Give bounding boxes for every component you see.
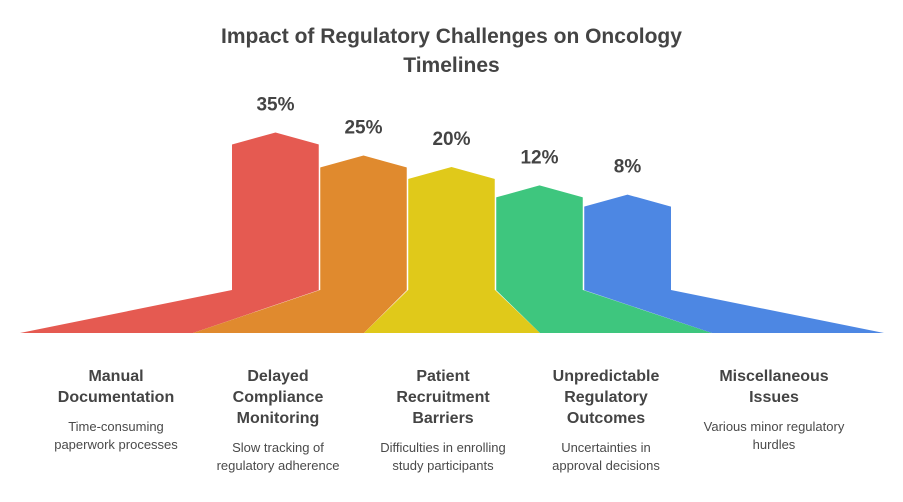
category-title-line: Recruitment xyxy=(396,389,490,406)
value-label-manual-documentation: 35% xyxy=(256,95,294,116)
category-title-line: Barriers xyxy=(412,410,474,427)
category-title-line: Documentation xyxy=(57,389,175,406)
category-title: Delayed Compliance Monitoring xyxy=(198,366,358,429)
category-title: Unpredictable Regulatory Outcomes xyxy=(526,366,686,429)
category-title: Patient Recruitment Barriers xyxy=(363,366,523,429)
category-title: Miscellaneous Issues xyxy=(694,366,854,408)
value-label-patient-recruitment-barriers: 20% xyxy=(432,129,470,150)
category-title-line: Monitoring xyxy=(236,410,320,427)
chart-title: Impact of Regulatory Challenges on Oncol… xyxy=(0,22,903,80)
floor-segment-unpredictable-regulatory-outcomes xyxy=(496,290,712,333)
category-title-line: Compliance xyxy=(232,389,324,406)
category-title-line: Issues xyxy=(749,389,799,406)
category-description: Slow tracking of regulatory adherence xyxy=(198,439,358,475)
category-title-line: Outcomes xyxy=(566,410,646,427)
category-title-line: Patient xyxy=(416,368,470,385)
category-title-line: Manual xyxy=(88,368,144,385)
category-title-line: Unpredictable xyxy=(552,368,660,385)
category-description: Difficulties in enrolling study particip… xyxy=(363,439,523,475)
bar-miscellaneous-issues xyxy=(584,194,671,290)
category-label-delayed-compliance-monitoring: Delayed Compliance Monitoring Slow track… xyxy=(198,366,358,475)
category-description-line: Time-consuming xyxy=(68,419,164,434)
category-description-line: paperwork processes xyxy=(54,437,178,452)
category-title-line: Regulatory xyxy=(564,389,648,406)
category-title-line: Miscellaneous xyxy=(719,368,829,385)
category-description-line: Various minor regulatory xyxy=(703,419,845,434)
category-title: Manual Documentation xyxy=(36,366,196,408)
category-description: Time-consuming paperwork processes xyxy=(36,418,196,454)
category-description-line: Slow tracking of xyxy=(232,440,324,455)
category-label-unpredictable-regulatory-outcomes: Unpredictable Regulatory Outcomes Uncert… xyxy=(526,366,686,475)
category-description-line: regulatory adherence xyxy=(216,458,340,473)
floor-segment-miscellaneous-issues xyxy=(584,290,884,333)
category-description-line: hurdles xyxy=(752,437,796,452)
chart-title-line-2: Timelines xyxy=(403,54,500,77)
bar-delayed-compliance-monitoring xyxy=(320,155,407,290)
floor-segment-patient-recruitment-barriers xyxy=(364,290,540,333)
bar-manual-documentation xyxy=(232,132,319,290)
bar-unpredictable-regulatory-outcomes xyxy=(496,185,583,290)
category-title-line: Delayed xyxy=(247,368,309,385)
value-label-miscellaneous-issues: 8% xyxy=(614,157,642,178)
category-description: Uncertainties in approval decisions xyxy=(526,439,686,475)
value-label-delayed-compliance-monitoring: 25% xyxy=(344,118,382,139)
value-label-unpredictable-regulatory-outcomes: 12% xyxy=(520,147,558,168)
floor-segment-delayed-compliance-monitoring xyxy=(193,290,407,333)
category-label-manual-documentation: Manual Documentation Time-consuming pape… xyxy=(36,366,196,454)
category-description-line: Difficulties in enrolling xyxy=(380,440,506,455)
chart-title-line-1: Impact of Regulatory Challenges on Oncol… xyxy=(221,25,682,48)
category-description-line: study participants xyxy=(392,458,494,473)
category-description: Various minor regulatory hurdles xyxy=(694,418,854,454)
bar-patient-recruitment-barriers xyxy=(408,167,495,290)
category-description-line: approval decisions xyxy=(552,458,660,473)
category-description-line: Uncertainties in xyxy=(561,440,651,455)
category-label-miscellaneous-issues: Miscellaneous Issues Various minor regul… xyxy=(694,366,854,454)
category-label-patient-recruitment-barriers: Patient Recruitment Barriers Difficultie… xyxy=(363,366,523,475)
floor-segment-manual-documentation xyxy=(20,290,319,333)
